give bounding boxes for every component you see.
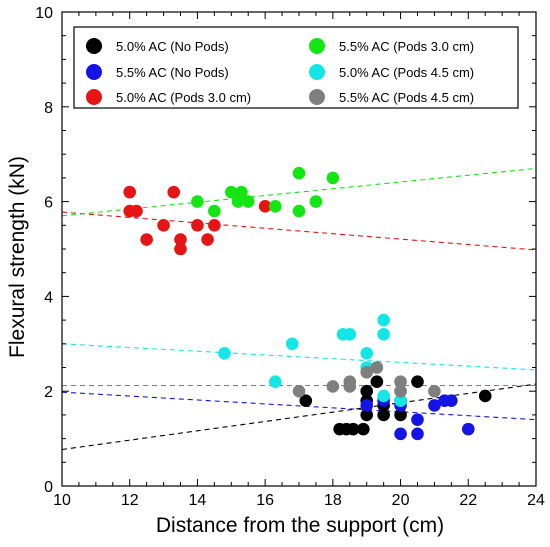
x-tick-label: 22: [459, 492, 477, 509]
y-tick-label: 4: [44, 289, 53, 306]
trend-line-1: [61, 391, 537, 421]
data-point: [241, 195, 255, 208]
data-point: [191, 219, 204, 232]
data-point: [130, 204, 143, 218]
data-point: [377, 408, 390, 422]
data-point: [360, 365, 374, 379]
data-point: [411, 375, 424, 389]
data-point: [235, 185, 248, 199]
data-point: [258, 200, 272, 213]
data-points: [123, 166, 492, 441]
x-tick-label: 20: [392, 492, 410, 509]
data-point: [299, 394, 313, 407]
data-point: [157, 219, 170, 232]
data-point: [370, 361, 384, 374]
data-point: [360, 384, 374, 398]
data-point: [357, 422, 370, 436]
data-point: [292, 384, 306, 398]
legend-label: 5.5% AC (No Pods): [116, 65, 229, 80]
legend-label: 5.5% AC (Pods 3.0 cm): [339, 39, 474, 54]
x-tick-label: 24: [527, 492, 545, 509]
x-tick-label: 16: [256, 492, 274, 509]
data-point: [394, 427, 407, 441]
legend-marker: [309, 64, 325, 80]
y-tick-label: 0: [44, 479, 53, 496]
data-point: [346, 422, 360, 436]
y-tick-label: 6: [44, 195, 53, 212]
data-point: [201, 233, 214, 246]
legend-marker: [309, 89, 325, 105]
data-point: [285, 337, 299, 351]
y-tick-label: 2: [44, 384, 53, 401]
data-point: [224, 185, 238, 199]
data-point: [411, 427, 424, 441]
data-point: [326, 171, 340, 185]
x-tick-label: 18: [324, 492, 342, 509]
legend-label: 5.5% AC (Pods 4.5 cm): [339, 90, 474, 105]
data-point: [394, 394, 407, 407]
trend-line-2: [61, 211, 537, 251]
data-point: [428, 384, 441, 398]
data-point: [394, 408, 407, 422]
data-point: [140, 233, 153, 246]
data-point: [123, 185, 137, 199]
x-tick-label: 12: [121, 492, 139, 509]
data-point: [292, 204, 306, 218]
data-point: [377, 313, 390, 327]
legend-box: [73, 26, 519, 109]
data-point: [360, 346, 374, 360]
data-point: [428, 399, 441, 412]
legend: 5.0% AC (No Pods) 5.5% AC (No Pods) 5.0% A…: [73, 26, 519, 109]
data-point: [394, 375, 407, 389]
legend-label: 5.0% AC (Pods 3.0 cm): [116, 90, 251, 105]
data-point: [360, 399, 374, 412]
legend-marker: [86, 38, 102, 54]
data-point: [394, 384, 407, 398]
x-tick-label: 10: [53, 492, 71, 509]
data-point: [208, 204, 221, 218]
data-point: [231, 195, 245, 208]
data-point: [411, 413, 424, 426]
data-point: [377, 389, 390, 403]
data-point: [167, 185, 181, 199]
trend-line-3: [61, 167, 537, 217]
trend-line-4: [61, 343, 537, 371]
data-point: [343, 328, 357, 341]
data-point: [370, 375, 384, 389]
legend-marker: [309, 38, 325, 54]
trend-line-0: [61, 383, 537, 451]
x-tick-label: 14: [189, 492, 207, 509]
y-tick-label: 10: [35, 5, 53, 22]
data-point: [269, 375, 282, 389]
data-point: [174, 242, 187, 256]
data-point: [445, 394, 458, 407]
data-point: [326, 380, 340, 393]
data-point: [191, 195, 204, 208]
data-point: [461, 422, 475, 436]
data-point: [478, 389, 492, 403]
data-point: [343, 375, 357, 389]
legend-label: 5.0% AC (Pods 4.5 cm): [339, 65, 474, 80]
data-point: [292, 166, 306, 180]
data-point: [174, 233, 187, 246]
data-point: [218, 346, 231, 360]
y-tick-label: 8: [44, 100, 53, 117]
data-point: [208, 219, 221, 232]
data-point: [360, 408, 374, 422]
y-axis-label: Flexural strength (kN): [6, 156, 29, 358]
data-point: [309, 195, 323, 208]
x-axis-label: Distance from the support (cm): [156, 514, 444, 537]
data-point: [377, 328, 390, 341]
data-point: [269, 200, 282, 213]
legend-label: 5.0% AC (No Pods): [116, 39, 229, 54]
legend-marker: [86, 64, 102, 80]
legend-marker: [86, 89, 102, 105]
